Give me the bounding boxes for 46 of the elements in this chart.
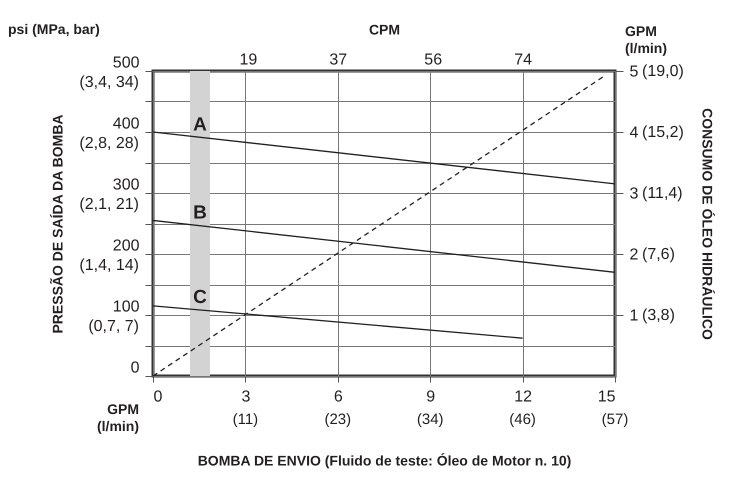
x-tick-label: 6 — [334, 388, 343, 406]
series-label: B — [193, 202, 207, 224]
text: (19,0) — [642, 63, 684, 80]
y-tick-label: 300 — [112, 176, 140, 194]
y2-axis-title: CONSUMO DE ÓLEO HIDRÁULICO — [700, 108, 716, 340]
y2-tick-label: 2 — [630, 246, 638, 264]
x-tick-label: 9 — [426, 388, 436, 406]
series-label: C — [193, 286, 208, 308]
text: (0,7, 7) — [88, 318, 139, 335]
text: psi (MPa, bar) — [8, 21, 100, 37]
text: (34) — [416, 411, 444, 428]
text: (15,2) — [642, 124, 684, 141]
y2-tick-label: 5 — [630, 64, 638, 80]
x2-axis-title: CPM — [368, 22, 400, 38]
y-tick-label: 0 — [130, 360, 140, 376]
x-tick-label: 12 — [514, 388, 532, 406]
text: (46) — [509, 411, 536, 428]
x2-tick-label: 74 — [514, 52, 532, 68]
y-tick-label: 500 — [112, 54, 140, 72]
text: (3,8) — [642, 307, 675, 324]
x2-tick-label: 19 — [240, 52, 258, 68]
text: GPM (l/min) — [97, 401, 139, 434]
y-tick-label: 200 — [112, 238, 140, 254]
text: (2,1, 21) — [79, 196, 139, 213]
y2-tick-label: 3 — [630, 186, 638, 202]
y2-tick-label: 4 — [630, 124, 638, 142]
y-tick-label: 100 — [112, 298, 140, 316]
series-label: A — [193, 114, 208, 136]
text: (11) — [232, 411, 258, 428]
x-tick-label: 15 — [598, 388, 616, 406]
x-axis-title: BOMBA DE ENVIO (Fluido de teste: Óleo de Motor n. 10) — [198, 452, 572, 468]
text: GPM (l/min) — [625, 23, 667, 56]
x2-tick-label: 37 — [329, 52, 348, 68]
text: (1,4, 14) — [79, 257, 139, 274]
y2-tick-label: 1 — [630, 308, 638, 324]
text: (57) — [602, 411, 628, 428]
text: (7,6) — [642, 246, 675, 263]
x-tick-label: 3 — [241, 388, 250, 406]
y-tick-label: 400 — [112, 116, 140, 132]
text: (3,4, 34) — [79, 74, 139, 91]
text: (2,8, 28) — [79, 135, 139, 152]
y-axis-title: PRESSÃO DE SAÍDA DA BOMBA — [50, 114, 66, 334]
x-tick-label: 0 — [154, 388, 162, 406]
text: (11,4) — [642, 185, 683, 202]
x2-tick-label: 56 — [424, 52, 442, 68]
text: (23) — [324, 411, 352, 428]
